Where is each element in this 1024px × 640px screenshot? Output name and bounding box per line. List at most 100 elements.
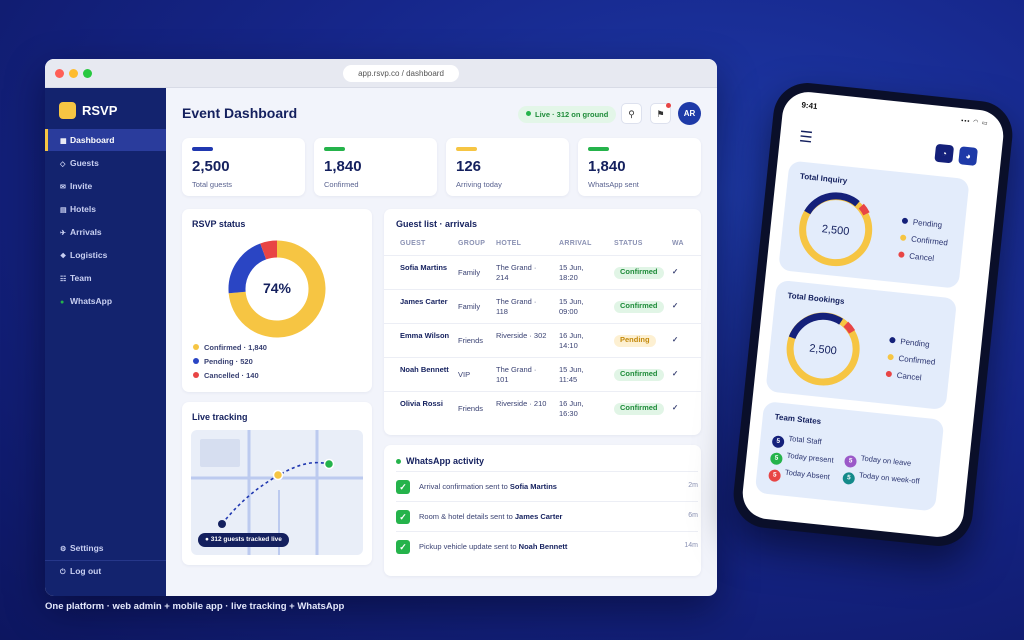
hotels-icon: ▤: [60, 207, 67, 214]
legend-label: Pending · 520: [204, 357, 253, 366]
activity-message: Arrival confirmation sent to: [419, 482, 510, 491]
sidebar-item-arrivals[interactable]: ✈ Arrivals: [45, 221, 166, 243]
guest-hotel: The Grand · 101: [496, 365, 537, 384]
sidebar-divider: [45, 560, 166, 561]
stat-accent-bar: [588, 147, 609, 151]
live-status-text: Live · 312 on ground: [535, 110, 609, 119]
team-states-card: Team States 5 Total Staff 5 Today present 5 T…: [754, 401, 945, 512]
table-row[interactable]: James Carter Family The Grand · 118 15 Jun,…: [384, 289, 701, 323]
column-header: GROUP: [458, 240, 486, 247]
flag-button[interactable]: ⚑: [650, 103, 671, 124]
sidebar-item-label: Team: [70, 273, 92, 283]
menu-icon[interactable]: ☰: [798, 128, 814, 147]
stat-card: 1,840 Confirmed: [314, 138, 437, 196]
team-icon: ☷: [60, 276, 67, 283]
sidebar-item-label: Logistics: [70, 250, 108, 260]
whatsapp-activity-item[interactable]: ✓ Pickup vehicle update sent to Noah Benn…: [396, 531, 698, 561]
status-badge: Confirmed: [614, 403, 664, 415]
rsvp-legend-item: Cancelled · 140: [193, 371, 259, 380]
logo-mark-icon: [59, 102, 76, 119]
address-bar[interactable]: app.rsvp.co / dashboard: [343, 65, 459, 82]
phone-bell-button[interactable]: ◔: [934, 143, 955, 164]
live-status-badge: Live · 312 on ground: [518, 106, 617, 123]
guest-marker-icon[interactable]: [272, 469, 284, 481]
tracked-guests-pill: ● 312 guests tracked live: [198, 533, 289, 547]
stat-card: 1,840 WhatsApp sent: [578, 138, 701, 196]
table-row[interactable]: Noah Bennett VIP The Grand · 101 15 Jun, 11…: [384, 357, 701, 391]
whatsapp-activity-item[interactable]: ✓ Arrival confirmation sent to Sofia Mart…: [396, 471, 698, 501]
activity-time: 2m: [688, 482, 698, 489]
location-button[interactable]: ⚲: [621, 103, 642, 124]
sidebar-item-dashboard[interactable]: ▦ Dashboard: [45, 129, 166, 151]
tracking-map[interactable]: ● 312 guests tracked live: [191, 430, 363, 555]
activity-recipient: James Carter: [514, 512, 563, 521]
live-tracking-card: Live tracking ● 312 guests tracked live: [182, 402, 372, 565]
main-content: Event Dashboard Live · 312 on ground ⚲ ⚑…: [166, 88, 717, 596]
start-marker-icon[interactable]: [218, 520, 226, 528]
bell-icon: ◔: [940, 148, 948, 159]
brand-logo[interactable]: RSVP: [59, 102, 117, 119]
sidebar-item-hotels[interactable]: ▤ Hotels: [45, 198, 166, 220]
logistics-icon: ❖: [60, 253, 67, 260]
bookings-donut-chart: 2,500: [786, 312, 860, 386]
table-row[interactable]: Emma Wilson Friends Riverside · 302 16 Jun,…: [384, 323, 701, 357]
page-title: Event Dashboard: [182, 105, 298, 121]
sidebar-item-whatsapp[interactable]: ● WhatsApp: [45, 290, 166, 312]
check-icon: ✓: [396, 480, 410, 494]
sidebar-item-log-out[interactable]: ⏻ Log out: [45, 560, 166, 582]
activity-text: Room & hotel details sent to James Carte…: [419, 512, 562, 521]
legend-label: Confirmed: [898, 353, 936, 367]
donut-slice-confirmed: [228, 240, 326, 338]
rsvp-legend-item: Confirmed · 1,840: [193, 343, 267, 352]
avatar[interactable]: AR: [678, 102, 701, 125]
stat-accent-bar: [456, 147, 477, 151]
legend-label: Cancelled · 140: [204, 371, 259, 380]
stat-value: 1,840: [324, 158, 362, 175]
legend-dot: [898, 251, 905, 258]
maximize-window-button[interactable]: [83, 69, 92, 78]
guest-arrival: 16 Jun, 14:10: [559, 331, 584, 350]
guest-group: Family: [458, 268, 481, 277]
whatsapp-activity-card: WhatsApp activity ✓ Arrival confirmation …: [384, 445, 701, 576]
sidebar-item-team[interactable]: ☷ Team: [45, 267, 166, 289]
rsvp-status-card: RSVP status 74% Confirmed · 1,840 Pending…: [182, 209, 372, 392]
sidebar-item-guests[interactable]: ◇ Guests: [45, 152, 166, 174]
team-stat-count: 5: [843, 454, 858, 469]
phone-profile-button[interactable]: ◕: [958, 146, 978, 166]
whatsapp-activity-title: WhatsApp activity: [406, 456, 485, 466]
table-row[interactable]: Sofia Martins Family The Grand · 214 15 Jun…: [384, 255, 701, 289]
invite-icon: ✉: [60, 184, 66, 191]
guest-hotel: Riverside · 210: [496, 399, 547, 408]
arrivals-icon: ✈: [60, 230, 66, 237]
legend-dot: [193, 344, 199, 350]
stat-value: 1,840: [588, 158, 626, 175]
sidebar-item-logistics[interactable]: ❖ Logistics: [45, 244, 166, 266]
legend-dot: [887, 353, 894, 361]
activity-recipient: Noah Bennett: [518, 542, 568, 551]
column-header: HOTEL: [496, 240, 522, 247]
phone-legend-item: Pending: [901, 217, 943, 230]
guest-group: Friends: [458, 336, 484, 345]
activity-text: Arrival confirmation sent to Sofia Marti…: [419, 482, 557, 491]
destination-marker-icon[interactable]: [323, 458, 335, 470]
close-window-button[interactable]: [55, 69, 64, 78]
guest-list-card: Guest list · arrivals GUEST GROUP HOTEL ARR…: [384, 209, 701, 435]
sidebar-item-settings[interactable]: ⚙ Settings: [45, 537, 166, 559]
stat-label: WhatsApp sent: [588, 180, 639, 189]
whatsapp-sent-check-icon: ✓: [672, 335, 679, 344]
stat-value: 2,500: [192, 158, 230, 175]
whatsapp-activity-item[interactable]: ✓ Room & hotel details sent to James Cart…: [396, 501, 698, 531]
sidebar-item-invite[interactable]: ✉ Invite: [45, 175, 166, 197]
column-header: GUEST: [400, 240, 426, 247]
minimize-window-button[interactable]: [69, 69, 78, 78]
activity-message: Pickup vehicle update sent to: [419, 542, 519, 551]
phone-legend-item: Pending: [889, 336, 930, 349]
legend-dot: [885, 370, 893, 378]
whatsapp-online-dot: [396, 459, 401, 464]
notification-dot: [666, 103, 671, 108]
legend-label: Confirmed · 1,840: [204, 343, 267, 352]
table-row[interactable]: Olivia Rossi Friends Riverside · 210 16 Jun…: [384, 391, 701, 425]
user-icon: ◕: [964, 150, 972, 162]
phone-legend-item: Cancel: [898, 250, 935, 263]
phone-status-icons: ▪▪▪ ◠ ▭: [960, 118, 989, 128]
